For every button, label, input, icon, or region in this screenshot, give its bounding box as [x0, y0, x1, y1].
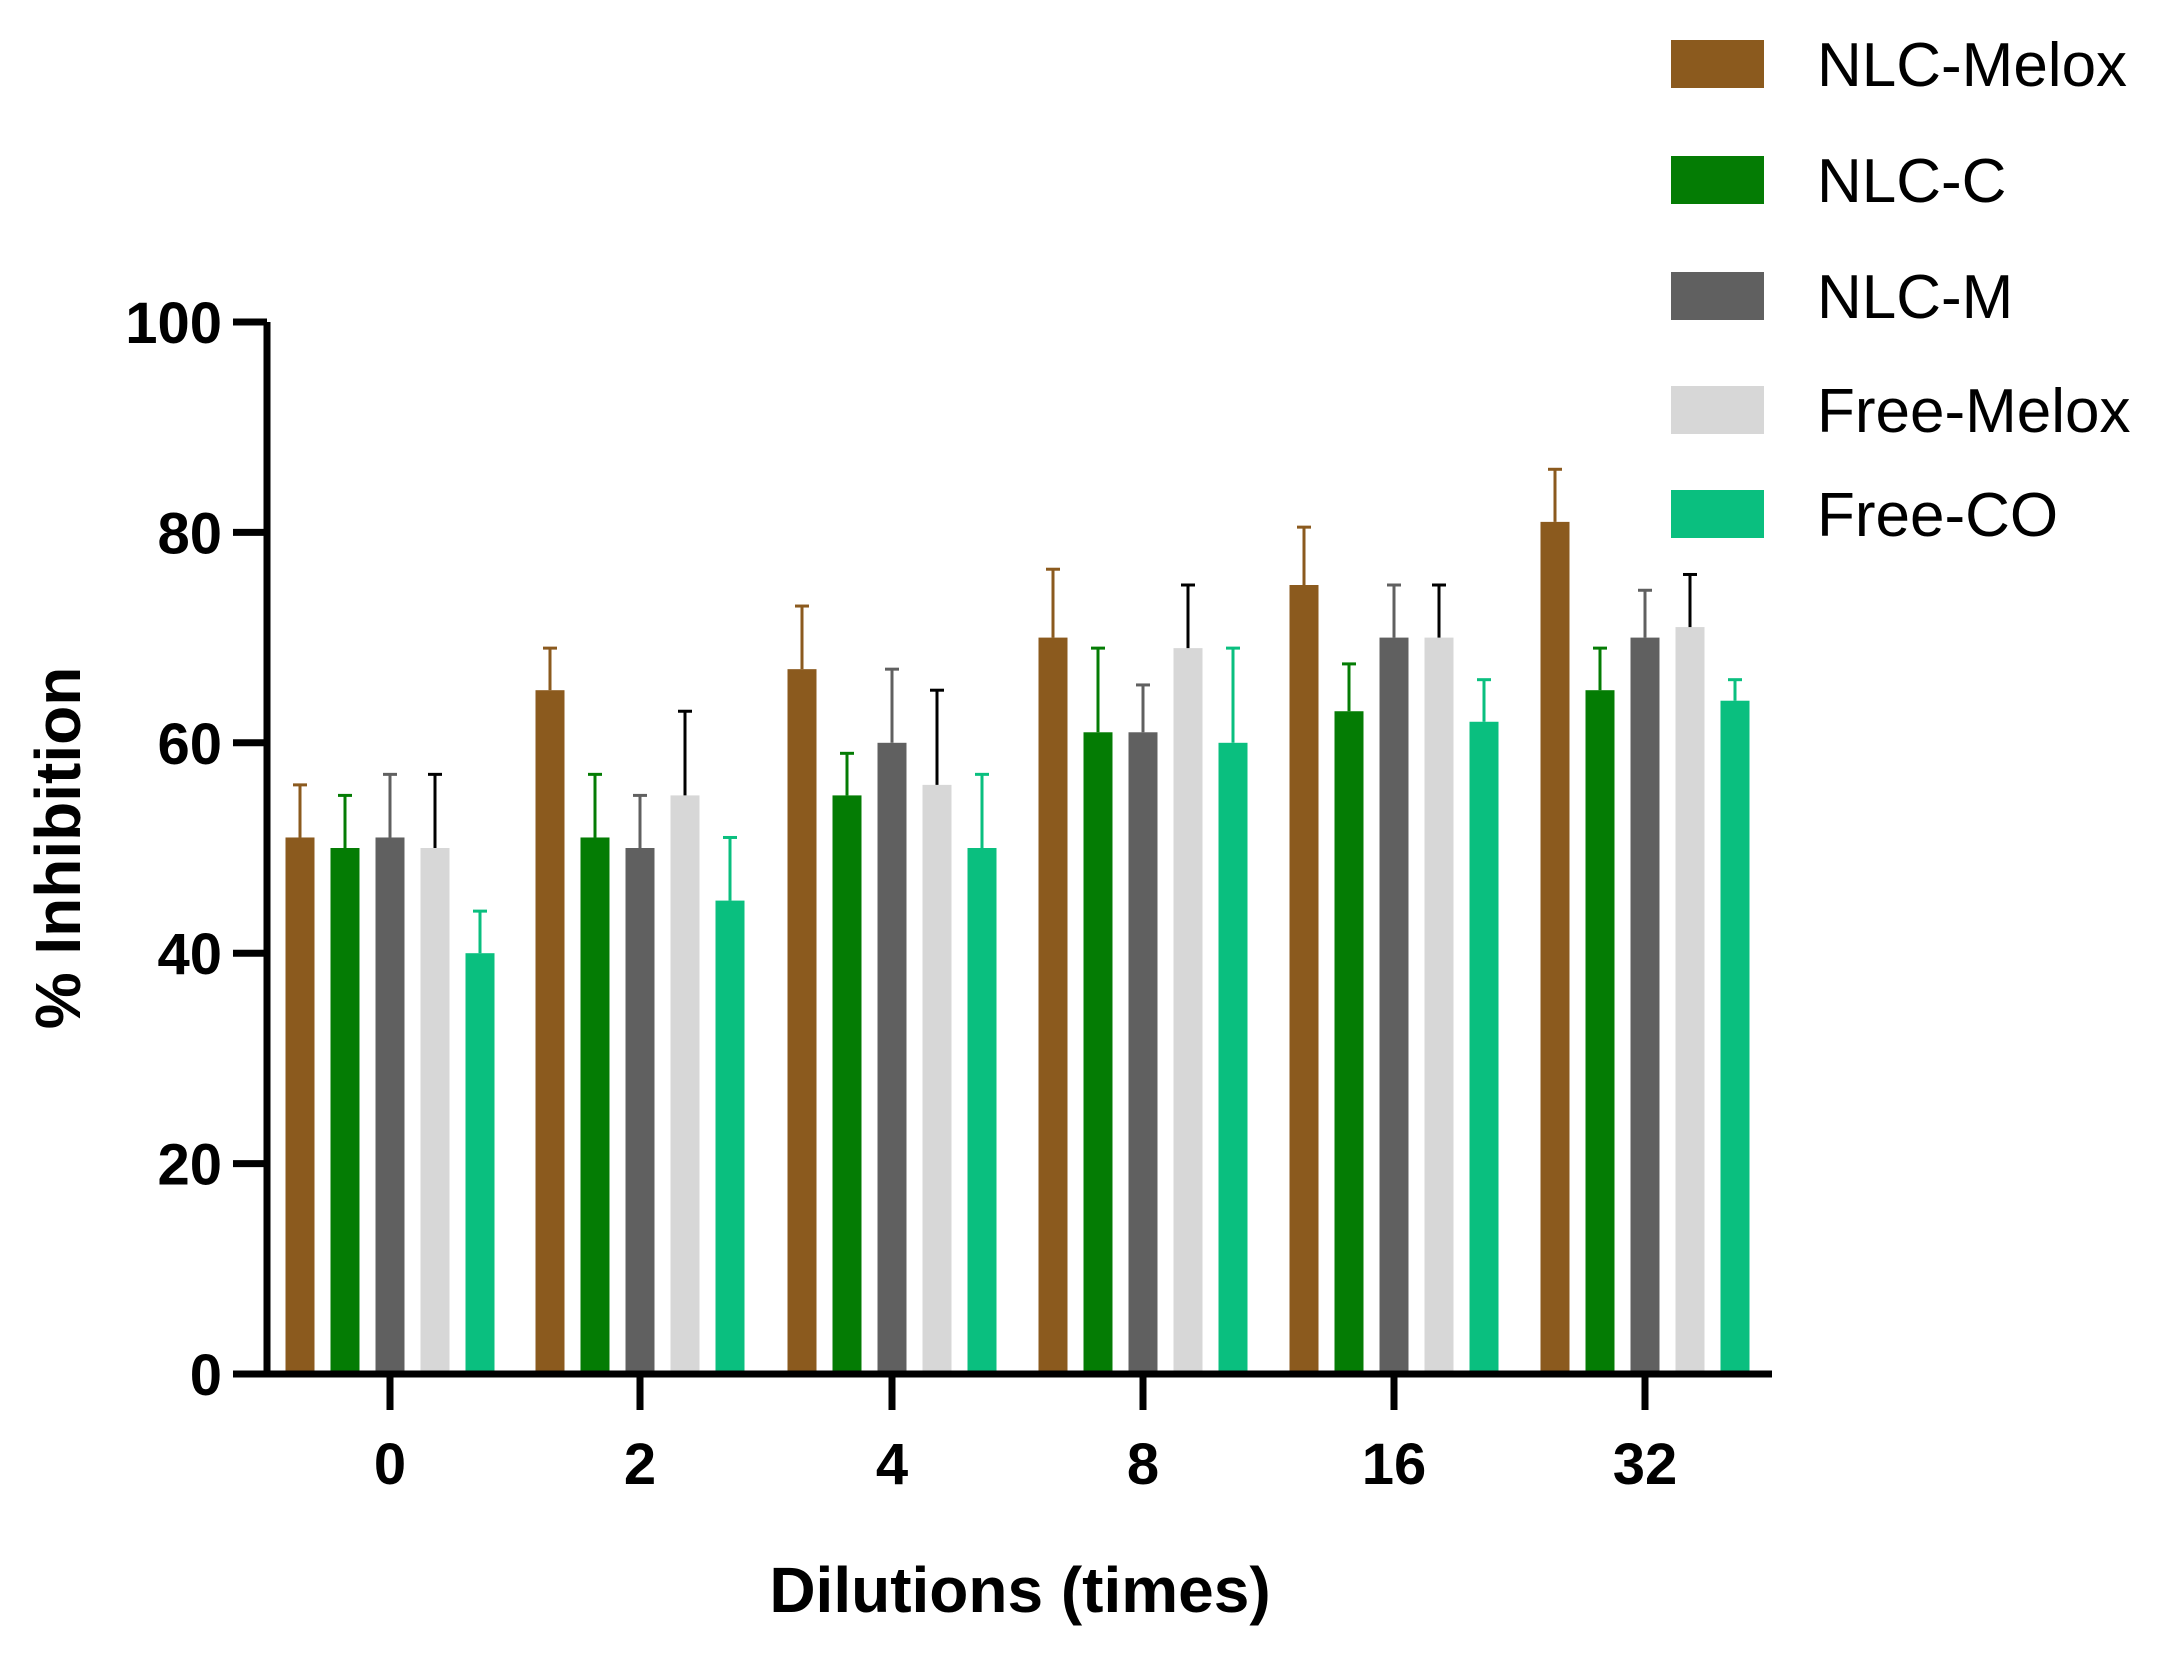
x-tick-label: 2 — [624, 1432, 656, 1497]
y-tick-label: 60 — [157, 712, 222, 777]
y-tick-label: 80 — [157, 501, 222, 566]
x-tick-label: 4 — [876, 1432, 908, 1497]
x-ticks: 0 2 4 8 16 32 — [374, 1374, 1677, 1497]
error-bar-free-melox-0 — [428, 772, 442, 848]
y-tick-label: 40 — [157, 922, 222, 987]
bars-layer — [285, 521, 1750, 1374]
error-bar-nlc-melox-4 — [795, 604, 809, 670]
bar-free-melox-8 — [1173, 648, 1203, 1374]
bar-nlc-melox-4 — [787, 669, 817, 1374]
bar-free-melox-16 — [1424, 637, 1454, 1374]
error-bar-nlc-c-16 — [1342, 662, 1356, 712]
y-axis-title: % Inhibition — [22, 667, 94, 1030]
error-bar-free-co-16 — [1477, 678, 1491, 722]
y-ticks: 0 20 40 60 80 100 — [125, 291, 267, 1408]
bar-free-co-32 — [1720, 700, 1750, 1374]
error-bar-free-co-2 — [723, 835, 737, 901]
bar-nlc-m-4 — [877, 742, 907, 1374]
x-tick-label: 16 — [1362, 1432, 1427, 1497]
legend-item-nlc-m: NLC-M — [1671, 263, 2013, 332]
error-bar-free-co-8 — [1226, 646, 1240, 743]
bar-free-co-16 — [1469, 721, 1499, 1374]
legend-swatch — [1671, 490, 1764, 538]
error-bar-nlc-melox-8 — [1046, 567, 1060, 638]
error-bar-nlc-m-0 — [383, 772, 397, 838]
error-bar-nlc-melox-32 — [1548, 467, 1562, 522]
bar-nlc-melox-8 — [1038, 637, 1068, 1374]
legend-swatch — [1671, 386, 1764, 434]
y-tick-label: 20 — [157, 1133, 222, 1198]
legend-swatch — [1671, 156, 1764, 204]
error-bar-free-melox-32 — [1683, 572, 1697, 628]
bar-nlc-melox-16 — [1289, 585, 1319, 1374]
bar-free-co-8 — [1218, 742, 1248, 1374]
legend-item-nlc-melox: NLC-Melox — [1671, 31, 2127, 100]
error-bar-nlc-m-32 — [1638, 588, 1652, 638]
legend-label: Free-Melox — [1817, 377, 2131, 446]
y-tick-label: 100 — [125, 291, 222, 356]
error-bar-nlc-m-8 — [1136, 683, 1150, 733]
bar-nlc-m-16 — [1379, 637, 1409, 1374]
x-tick-label: 32 — [1613, 1432, 1678, 1497]
error-bar-nlc-c-4 — [840, 751, 854, 796]
bar-nlc-c-4 — [832, 795, 862, 1374]
error-bar-nlc-melox-16 — [1297, 525, 1311, 585]
error-bar-nlc-melox-2 — [543, 646, 557, 691]
y-tick-label: 0 — [190, 1343, 222, 1408]
x-axis-title: Dilutions (times) — [769, 1554, 1270, 1626]
bar-free-co-0 — [465, 953, 495, 1374]
bar-nlc-melox-2 — [535, 690, 565, 1374]
bar-nlc-c-0 — [330, 848, 360, 1374]
bar-nlc-c-2 — [580, 837, 610, 1374]
bar-nlc-c-16 — [1334, 711, 1364, 1374]
legend: NLC-Melox NLC-C NLC-M Free-Melox Free-CO — [1671, 31, 2131, 550]
bar-nlc-c-8 — [1083, 732, 1113, 1374]
bar-free-melox-32 — [1675, 627, 1705, 1374]
x-tick-label: 8 — [1127, 1432, 1159, 1497]
bar-nlc-m-0 — [375, 837, 405, 1374]
error-bar-free-melox-2 — [678, 709, 692, 796]
bar-nlc-melox-0 — [285, 837, 315, 1374]
legend-item-free-melox: Free-Melox — [1671, 377, 2131, 446]
bar-nlc-m-8 — [1128, 732, 1158, 1374]
bar-nlc-melox-32 — [1540, 521, 1570, 1374]
error-bar-nlc-m-16 — [1387, 583, 1401, 638]
legend-label: Free-CO — [1817, 481, 2058, 550]
legend-label: NLC-C — [1817, 147, 2006, 216]
bar-free-melox-4 — [922, 784, 952, 1374]
error-bar-free-co-32 — [1728, 678, 1742, 701]
bar-free-co-2 — [715, 900, 745, 1374]
error-bar-free-melox-4 — [930, 688, 944, 785]
bar-free-co-4 — [967, 848, 997, 1374]
bar-free-melox-2 — [670, 795, 700, 1374]
error-bar-nlc-m-2 — [633, 793, 647, 848]
x-tick-label: 0 — [374, 1432, 406, 1497]
legend-swatch — [1671, 272, 1764, 320]
legend-label: NLC-M — [1817, 263, 2013, 332]
error-bar-free-co-4 — [975, 772, 989, 848]
error-bar-nlc-c-2 — [588, 772, 602, 838]
bar-nlc-m-2 — [625, 848, 655, 1374]
bar-nlc-c-32 — [1585, 690, 1615, 1374]
error-bar-free-melox-16 — [1432, 583, 1446, 638]
bar-free-melox-0 — [420, 848, 450, 1374]
error-bar-free-co-0 — [473, 909, 487, 954]
error-bar-nlc-c-0 — [338, 793, 352, 848]
error-bars-layer — [293, 467, 1742, 954]
error-bar-nlc-m-4 — [885, 667, 899, 743]
bar-nlc-m-32 — [1630, 637, 1660, 1374]
legend-item-free-co: Free-CO — [1671, 481, 2058, 550]
legend-item-nlc-c: NLC-C — [1671, 147, 2006, 216]
legend-swatch — [1671, 40, 1764, 88]
error-bar-nlc-c-8 — [1091, 646, 1105, 733]
error-bar-nlc-c-32 — [1593, 646, 1607, 691]
error-bar-free-melox-8 — [1181, 583, 1195, 649]
legend-label: NLC-Melox — [1817, 31, 2127, 100]
error-bar-nlc-melox-0 — [293, 783, 307, 838]
